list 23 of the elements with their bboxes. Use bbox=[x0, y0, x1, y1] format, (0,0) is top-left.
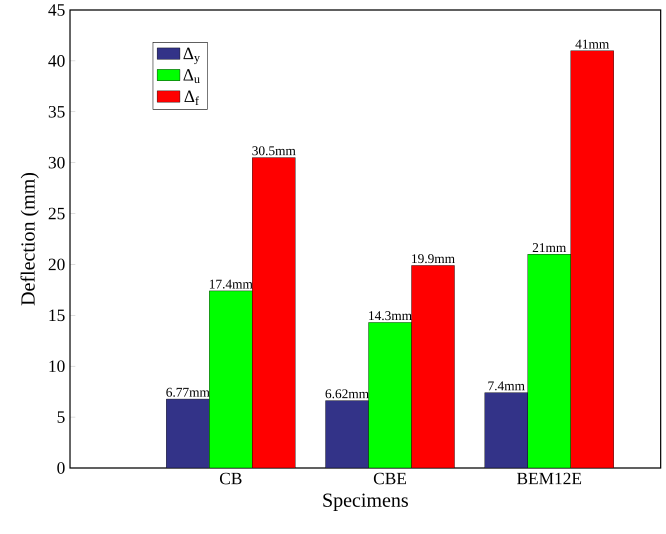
y-tick-label: 0 bbox=[57, 462, 65, 474]
y-axis-title: Deflection (mm) bbox=[20, 172, 39, 306]
y-tick-label: 35 bbox=[48, 106, 65, 118]
y-tick-label: 5 bbox=[58, 411, 65, 423]
y-tick-label: 20 bbox=[48, 258, 65, 270]
data-label: 7.4mm bbox=[488, 381, 525, 390]
legend-label: Δ$_{y}$ bbox=[183, 48, 200, 64]
x-axis-title: Specimens bbox=[323, 494, 408, 512]
y-tick-label: 40 bbox=[48, 55, 65, 67]
legend-label: Δ$_{f}$ bbox=[184, 90, 199, 106]
data-label: 30.5mm bbox=[252, 146, 296, 156]
x-tick-label: CBE bbox=[374, 472, 406, 484]
x-tick-label: BEM12E bbox=[516, 472, 582, 484]
y-tick-label: 10 bbox=[49, 360, 65, 372]
legend-label: Δ$_{u}$ bbox=[183, 69, 200, 84]
data-label: 19.9mm bbox=[412, 254, 455, 264]
y-tick-label: 45 bbox=[48, 4, 65, 16]
y-tick-label: 25 bbox=[48, 208, 65, 220]
data-label: 21mm bbox=[532, 243, 566, 252]
x-tick-label: CB bbox=[220, 472, 242, 484]
y-tick-label: 30 bbox=[48, 156, 65, 169]
data-label: 41mm bbox=[575, 40, 610, 48]
y-tick-label: 15 bbox=[49, 310, 65, 322]
